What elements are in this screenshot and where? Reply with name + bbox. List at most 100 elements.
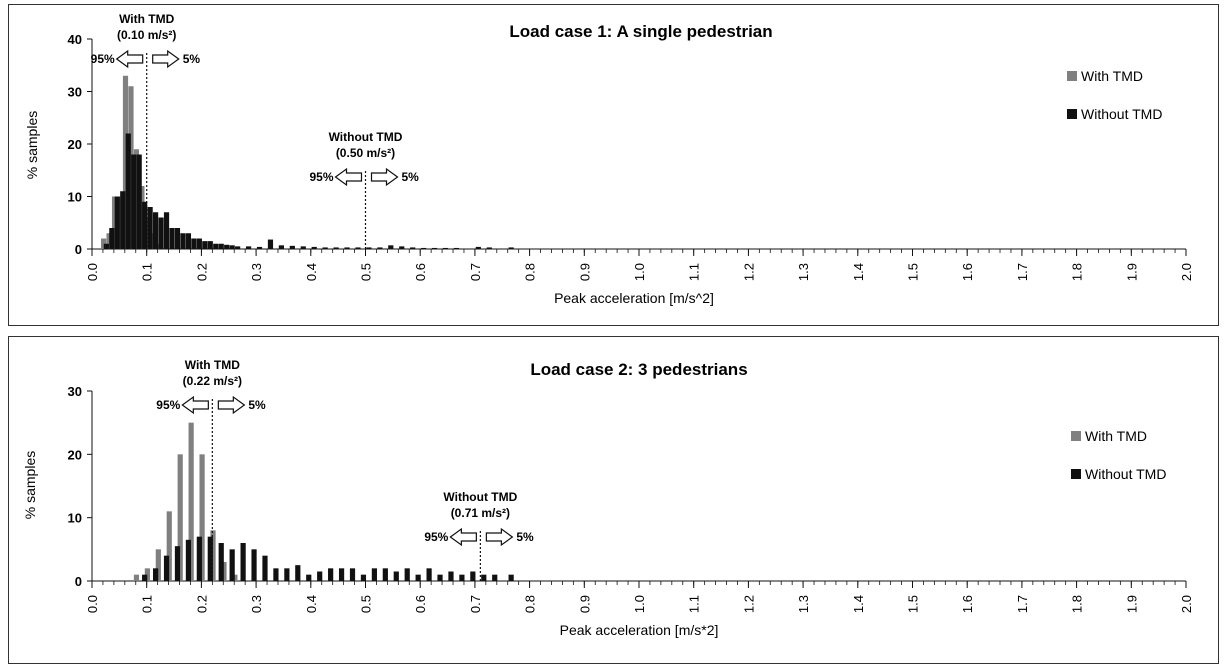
bar-without-tmd bbox=[174, 228, 181, 249]
y-tick-label: 0 bbox=[75, 242, 82, 257]
bar-without-tmd bbox=[120, 191, 126, 249]
bar-without-tmd bbox=[475, 246, 481, 249]
arrow-left-icon bbox=[115, 49, 144, 69]
bar-without-tmd bbox=[229, 245, 235, 249]
bar-without-tmd bbox=[224, 244, 230, 249]
bar-without-tmd bbox=[338, 568, 345, 581]
bar-without-tmd bbox=[251, 549, 257, 581]
bar-without-tmd bbox=[273, 568, 279, 581]
bar-without-tmd bbox=[448, 571, 454, 581]
threshold-label: Without TMD bbox=[443, 490, 517, 504]
threshold-label: Without TMD bbox=[329, 130, 403, 144]
bar-without-tmd bbox=[289, 245, 295, 249]
bar-without-tmd bbox=[404, 568, 410, 581]
arrow-left-icon bbox=[334, 167, 363, 187]
y-tick-label: 10 bbox=[68, 190, 82, 205]
bar-without-tmd bbox=[152, 568, 159, 581]
x-tick-label: 0.9 bbox=[577, 595, 592, 613]
x-tick-label: 1.2 bbox=[741, 595, 756, 613]
bar-without-tmd bbox=[508, 574, 514, 581]
bar-without-tmd bbox=[163, 212, 170, 249]
x-tick-label: 1.9 bbox=[1124, 263, 1139, 281]
x-tick-label: 0.2 bbox=[194, 595, 209, 613]
bar-without-tmd bbox=[437, 574, 443, 581]
threshold-label: With TMD bbox=[185, 358, 241, 372]
y-tick-label: 10 bbox=[68, 511, 82, 526]
bar-with-tmd bbox=[144, 217, 150, 249]
x-tick-label: 0.7 bbox=[468, 595, 483, 613]
chart-title: Load case 2: 3 pedestrians bbox=[530, 360, 747, 379]
bar-without-tmd bbox=[371, 568, 377, 581]
x-tick-label: 1.9 bbox=[1124, 595, 1139, 613]
bar-without-tmd bbox=[355, 247, 361, 249]
x-tick-label: 0.4 bbox=[304, 595, 319, 613]
bar-without-tmd bbox=[169, 228, 175, 249]
chart-load-case-2: Load case 2: 3 pedestrians 0 10 20 30 0.0 0.1 0… bbox=[22, 358, 1194, 638]
percent-right-label: 5% bbox=[248, 398, 266, 412]
bar-without-tmd bbox=[207, 536, 213, 581]
bar-without-tmd bbox=[393, 571, 399, 581]
arrow-right-icon bbox=[152, 49, 180, 69]
bar-with-tmd bbox=[144, 568, 150, 581]
threshold-value: (0.10 m/s²) bbox=[117, 28, 176, 42]
bar-with-tmd bbox=[122, 75, 129, 249]
legend-swatch bbox=[1067, 109, 1077, 119]
bar-without-tmd bbox=[333, 247, 339, 249]
y-tick-label: 30 bbox=[68, 384, 82, 399]
chart-load-case-1: Load case 1: A single pedestrian 0 10 20 30 4… bbox=[24, 12, 1194, 306]
bar-without-tmd bbox=[196, 536, 202, 581]
bar-without-tmd bbox=[125, 133, 131, 249]
percent-left-label: 95% bbox=[156, 398, 180, 412]
x-tick-label: 0.6 bbox=[413, 263, 428, 281]
bar-without-tmd bbox=[114, 196, 120, 249]
bar-without-tmd bbox=[426, 568, 432, 581]
arrow-right-icon bbox=[370, 167, 399, 187]
bar-with-tmd bbox=[106, 233, 112, 249]
threshold-label: With TMD bbox=[119, 12, 175, 26]
bar-without-tmd bbox=[360, 574, 367, 581]
bar-without-tmd bbox=[218, 243, 224, 249]
bar-without-tmd bbox=[344, 247, 350, 249]
legend-swatch bbox=[1071, 431, 1081, 441]
x-tick-label: 0.1 bbox=[140, 263, 155, 281]
y-tick-label: 30 bbox=[68, 85, 82, 100]
bar-without-tmd bbox=[262, 555, 268, 581]
bar-with-tmd bbox=[210, 530, 216, 581]
x-tick-label: 0.8 bbox=[523, 263, 538, 281]
x-tick-label: 1.0 bbox=[632, 595, 647, 613]
bar-without-tmd bbox=[267, 239, 274, 249]
arrow-right-icon bbox=[217, 395, 246, 415]
chart-panel-load-case-2: Load case 2: 3 pedestrians 0 10 20 30 0.0 0.1 0… bbox=[8, 336, 1219, 664]
bar-without-tmd bbox=[245, 246, 252, 249]
chart-panel-load-case-1: Load case 1: A single pedestrian 0 10 20 30 4… bbox=[8, 4, 1219, 326]
bar-without-tmd bbox=[207, 241, 213, 249]
bar-without-tmd bbox=[481, 574, 487, 581]
x-tick-label: 1.1 bbox=[687, 263, 702, 281]
bar-without-tmd bbox=[142, 574, 148, 581]
bar-without-tmd bbox=[229, 549, 235, 581]
bar-with-tmd bbox=[221, 562, 227, 581]
legend-swatch bbox=[1067, 71, 1077, 81]
bar-with-tmd bbox=[133, 149, 140, 249]
bar-with-tmd bbox=[101, 238, 107, 249]
bar-without-tmd bbox=[486, 247, 492, 249]
bar-without-tmd bbox=[382, 568, 388, 581]
bar-without-tmd bbox=[109, 228, 115, 249]
x-tick-label: 0.5 bbox=[359, 263, 374, 281]
bar-without-tmd bbox=[300, 246, 306, 249]
x-tick-label: 1.7 bbox=[1015, 263, 1030, 281]
bar-without-tmd bbox=[317, 571, 323, 581]
percent-right-label: 5% bbox=[516, 530, 534, 544]
x-axis-label: Peak acceleration [m/s^2] bbox=[554, 290, 714, 306]
bar-without-tmd bbox=[399, 246, 405, 249]
bar-without-tmd bbox=[508, 247, 514, 249]
bar-without-tmd bbox=[218, 543, 224, 581]
bar-without-tmd bbox=[349, 568, 356, 581]
arrow-left-icon bbox=[181, 395, 209, 415]
x-tick-label: 0.4 bbox=[304, 263, 319, 281]
x-tick-label: 1.8 bbox=[1070, 595, 1085, 613]
bar-with-tmd bbox=[177, 454, 183, 581]
bar-with-tmd bbox=[166, 511, 172, 581]
x-tick-label: 1.0 bbox=[632, 263, 647, 281]
y-tick-label: 0 bbox=[75, 574, 82, 589]
